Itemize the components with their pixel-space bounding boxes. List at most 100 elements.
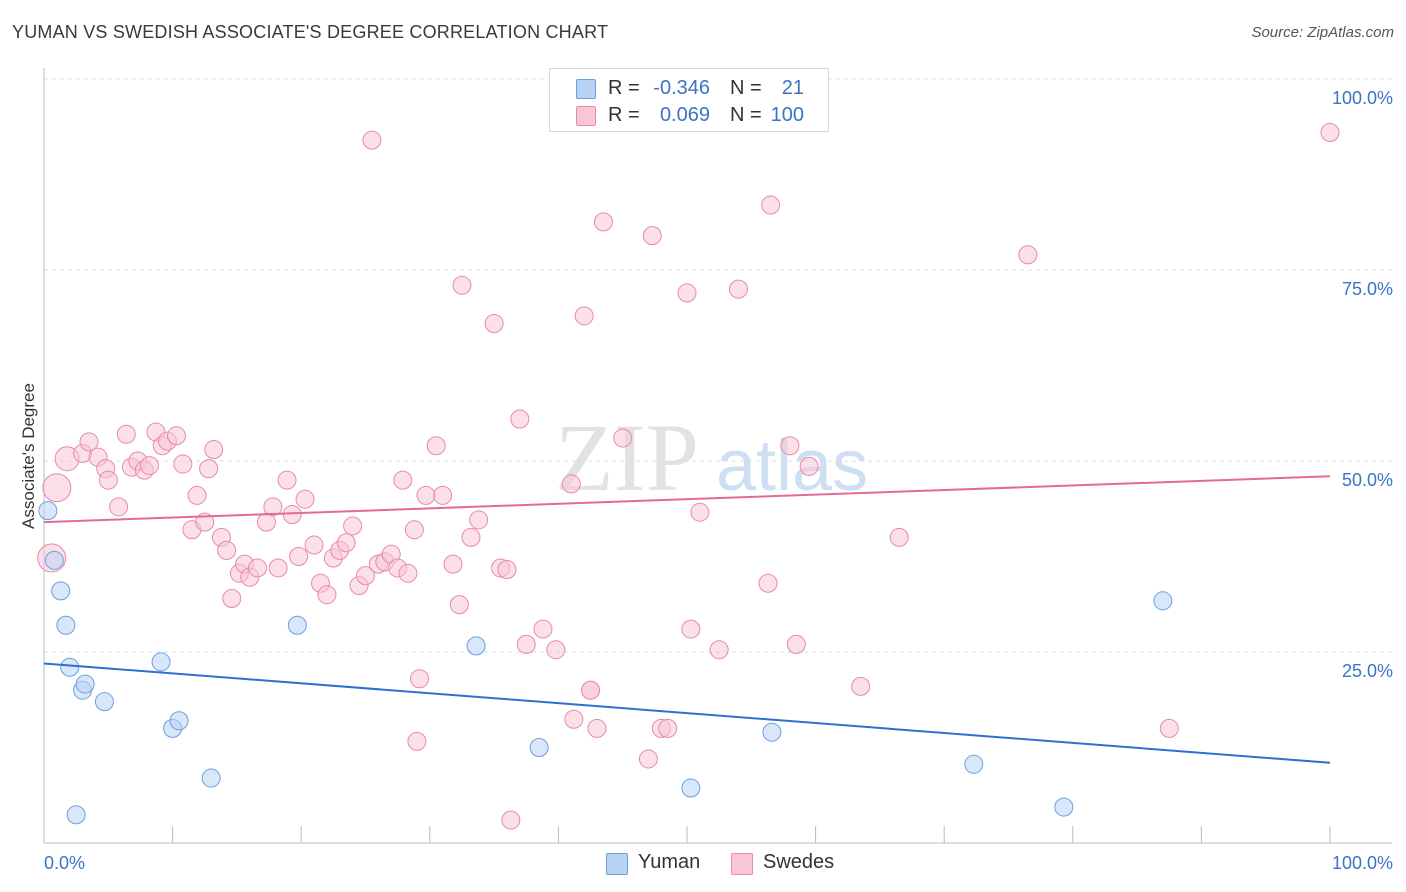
data-points xyxy=(37,122,1340,830)
yuman-legend-swatch xyxy=(606,853,628,875)
swedes-point xyxy=(336,533,356,553)
swedes-point xyxy=(426,436,446,456)
swedes-point xyxy=(516,634,536,654)
swedes-point xyxy=(1159,718,1179,738)
swedes-point xyxy=(728,279,748,299)
swedes-point xyxy=(98,470,118,490)
yuman-point xyxy=(94,692,114,712)
watermark-zip: ZIP xyxy=(555,404,699,511)
swedes-point xyxy=(393,470,413,490)
swedes-point xyxy=(546,640,566,660)
swedes-point xyxy=(362,130,382,150)
yuman-legend-label: Yuman xyxy=(638,851,701,873)
swedes-point xyxy=(681,619,701,639)
swedes-point xyxy=(581,680,601,700)
swedes-point xyxy=(780,436,800,456)
yuman-point xyxy=(169,711,189,731)
swedes-point xyxy=(452,275,472,295)
swedes-point xyxy=(561,474,581,494)
swedes-point xyxy=(461,527,481,547)
swedes-point xyxy=(658,718,678,738)
swedes-n-value: 100 xyxy=(770,104,804,126)
swedes-point xyxy=(677,283,697,303)
yuman-point xyxy=(762,722,782,742)
swedes-point xyxy=(889,527,909,547)
yuman-point xyxy=(287,615,307,635)
swedes-point xyxy=(851,676,871,696)
swedes-swatch xyxy=(576,106,596,126)
legend-row-swedes: R = 0.069 N = 100 xyxy=(550,102,828,128)
yuman-n-value: 21 xyxy=(781,77,804,99)
yuman-point xyxy=(529,738,549,757)
swedes-point xyxy=(263,497,283,517)
yuman-point xyxy=(66,805,86,825)
y-tick-label: 25.0% xyxy=(1342,661,1393,681)
trend-lines xyxy=(43,475,1331,764)
swedes-point xyxy=(356,566,375,586)
legend-row-yuman: R = -0.346 N = 21 xyxy=(550,75,828,101)
swedes-point xyxy=(289,547,309,566)
swedes-point xyxy=(709,640,729,660)
r-label: R = xyxy=(608,77,640,99)
swedes-point xyxy=(564,709,584,729)
yuman-point xyxy=(964,754,984,774)
swedes-point xyxy=(443,554,463,574)
yuman-point xyxy=(151,652,171,672)
yuman-point xyxy=(1153,591,1173,611)
y-axis-label: Associate's Degree xyxy=(19,383,38,529)
swedes-point xyxy=(799,456,819,476)
swedes-point xyxy=(222,589,242,609)
swedes-point xyxy=(247,558,267,578)
swedes-point xyxy=(404,520,424,540)
swedes-point xyxy=(116,424,136,444)
swedes-point xyxy=(587,718,607,738)
swedes-point xyxy=(195,512,215,532)
yuman-point xyxy=(38,501,58,521)
yuman-point xyxy=(1054,797,1074,817)
axes xyxy=(43,68,1392,844)
y-tick-label: 100.0% xyxy=(1332,88,1393,108)
chart-title: YUMAN VS SWEDISH ASSOCIATE'S DEGREE CORR… xyxy=(12,22,609,42)
swedes-point xyxy=(497,559,517,579)
yuman-point xyxy=(201,768,221,788)
swedes-point xyxy=(173,454,193,474)
swedes-point xyxy=(449,595,469,615)
x-tick-label-min: 0.0% xyxy=(44,853,85,873)
yuman-swatch xyxy=(576,79,596,99)
yuman-r-value: -0.346 xyxy=(653,77,710,99)
source-label: Source: ZipAtlas.com xyxy=(1251,24,1394,41)
swedes-point xyxy=(166,426,186,446)
swedes-point xyxy=(574,306,594,326)
swedes-legend-swatch xyxy=(731,853,753,875)
watermark: ZIP atlas xyxy=(555,404,868,511)
yuman-point xyxy=(75,674,95,694)
swedes-point xyxy=(593,212,613,232)
swedes-point xyxy=(187,485,207,505)
swedes-point xyxy=(398,563,418,583)
y-tick-label: 75.0% xyxy=(1342,279,1393,299)
swedes-point xyxy=(199,459,219,479)
swedes-point xyxy=(1320,122,1340,142)
swedes-point xyxy=(109,497,129,517)
yuman-point xyxy=(51,581,71,601)
swedes-point xyxy=(304,535,324,555)
swedes-point xyxy=(416,485,436,505)
n-label: N = xyxy=(730,104,762,126)
swedes-trend-line xyxy=(43,475,1331,524)
swedes-point xyxy=(407,731,427,751)
correlation-legend: R = -0.346 N = 21 R = 0.069 N = 100 xyxy=(549,68,829,132)
yuman-point xyxy=(466,636,486,656)
swedes-point xyxy=(295,489,315,509)
n-label: N = xyxy=(730,77,762,99)
swedes-point xyxy=(533,619,553,639)
swedes-point xyxy=(433,485,453,505)
yuman-point xyxy=(44,550,64,570)
y-tick-label: 50.0% xyxy=(1342,470,1393,490)
swedes-point xyxy=(277,470,297,490)
swedes-point xyxy=(501,810,521,830)
tick-labels: 100.0% 75.0% 50.0% 25.0% 0.0% 100.0% xyxy=(44,88,1393,873)
swedes-point xyxy=(638,749,658,769)
swedes-point xyxy=(642,226,662,246)
yuman-point xyxy=(56,615,76,635)
